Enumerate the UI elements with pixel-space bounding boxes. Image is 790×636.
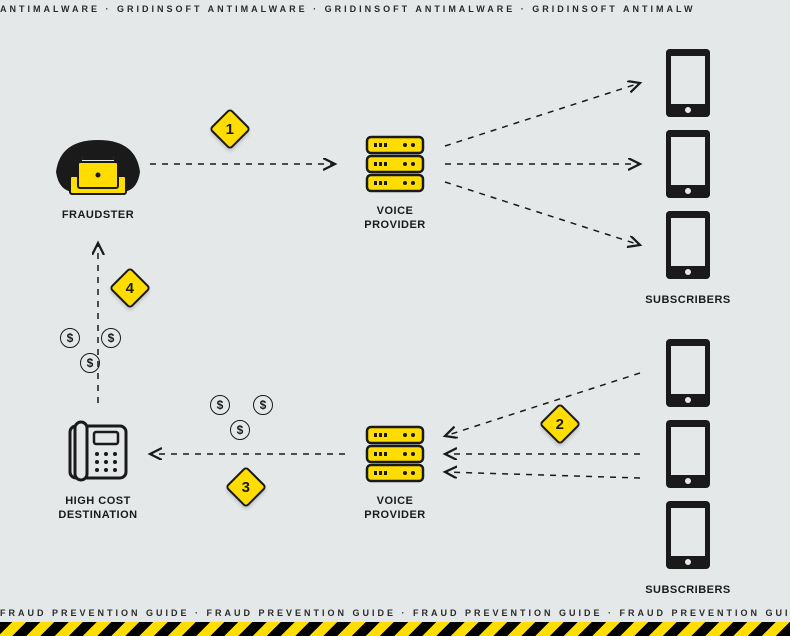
subscribers-bottom-label: SUBSCRIBERS <box>628 583 748 597</box>
fraudster-label: FRAUDSTER <box>48 208 148 222</box>
dollar-icon: $ <box>253 395 273 415</box>
dollar-icon: $ <box>60 328 80 348</box>
dollar-icon: $ <box>101 328 121 348</box>
bottom-banner-text: FRAUD PREVENTION GUIDE · FRAUD PREVENTIO… <box>0 608 790 618</box>
top-banner-text: ANTIMALWARE · GRIDINSOFT ANTIMALWARE · G… <box>0 4 695 14</box>
high-cost-label: HIGH COSTDESTINATION <box>38 494 158 523</box>
dollar-icon: $ <box>230 420 250 440</box>
diagram-canvas: FRAUDSTER VOICEPROVIDER VOICEPROVIDER SU… <box>0 18 790 604</box>
step-number: 3 <box>242 479 250 496</box>
arrow <box>445 83 640 146</box>
voice-provider-bottom-icon <box>367 427 423 481</box>
voice-provider-top-icon <box>367 137 423 191</box>
arrow <box>445 182 640 245</box>
fraudster-icon <box>56 140 140 194</box>
dollar-icon: $ <box>210 395 230 415</box>
arrow <box>445 472 640 478</box>
subscribers-top-label: SUBSCRIBERS <box>628 293 748 307</box>
voice-provider-top-label: VOICEPROVIDER <box>345 204 445 233</box>
voice-provider-bottom-label: VOICEPROVIDER <box>345 494 445 523</box>
step-number: 4 <box>126 280 134 297</box>
top-banner: ANTIMALWARE · GRIDINSOFT ANTIMALWARE · G… <box>0 0 790 18</box>
subscribers-bottom-icon <box>666 339 710 569</box>
step-number: 2 <box>556 416 564 433</box>
bottom-banner: FRAUD PREVENTION GUIDE · FRAUD PREVENTIO… <box>0 604 790 622</box>
high-cost-phone-icon <box>70 422 126 480</box>
bottom-stripes <box>0 622 790 636</box>
dollar-icon: $ <box>80 353 100 373</box>
step-number: 1 <box>226 121 234 138</box>
